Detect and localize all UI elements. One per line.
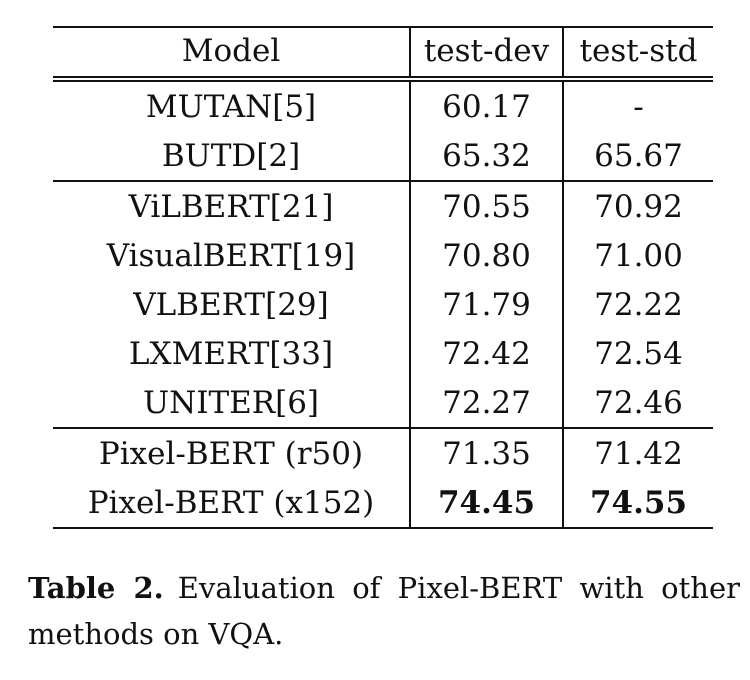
cell-test-dev: 70.80: [409, 231, 563, 280]
table-row: VisualBERT[19] 70.80 71.00: [53, 231, 713, 280]
caption-label: Table 2.: [28, 571, 164, 605]
cell-model: VisualBERT[19]: [106, 237, 356, 274]
table-caption: Table 2. Evaluation of Pixel-BERT with ot…: [28, 565, 740, 657]
cell-test-dev: 65.32: [409, 131, 563, 182]
cell-test-std: 72.46: [562, 378, 713, 429]
cell-model: UNITER[6]: [53, 378, 410, 429]
caption-text: Evaluation of Pixel-BERT with other meth…: [28, 571, 740, 651]
table-row: MUTAN[5] 60.17 -: [53, 79, 713, 131]
table-header-row: Model test-dev test-std: [53, 26, 713, 82]
cell-model: MUTAN[5]: [145, 88, 317, 125]
cell-test-dev: 72.27: [409, 378, 563, 429]
table-row: LXMERT[33] 72.42 72.54: [53, 329, 713, 378]
cell-test-std-best: 74.55: [562, 478, 713, 529]
table-row: VLBERT[29] 71.79 72.22: [53, 280, 713, 329]
table-row: UNITER[6] 72.27 72.46: [53, 378, 713, 429]
cell-test-dev: 71.35: [409, 428, 563, 478]
cell-test-std: 72.54: [562, 329, 713, 378]
table-row: Pixel-BERT (x152) 74.45 74.55: [53, 478, 713, 529]
header-test-dev: test-dev: [409, 26, 563, 82]
cell-test-dev: 71.79: [409, 280, 563, 329]
cell-test-dev: 72.42: [409, 329, 563, 378]
cell-test-std: -: [562, 79, 713, 131]
cell-test-std: 71.00: [562, 231, 713, 280]
header-test-std: test-std: [562, 26, 713, 82]
cell-model: VLBERT[29]: [133, 286, 329, 323]
cell-test-std: 71.42: [562, 428, 713, 478]
cell-test-std: 72.22: [562, 280, 713, 329]
header-model: Model: [53, 26, 410, 82]
cell-test-dev-best: 74.45: [409, 478, 563, 529]
cell-test-std: 65.67: [562, 131, 713, 182]
cell-model: Pixel-BERT (r50): [98, 435, 364, 472]
cell-test-std: 70.92: [562, 181, 713, 231]
cell-model: LXMERT[33]: [128, 335, 334, 372]
cell-model: Pixel-BERT (x152): [53, 478, 410, 529]
table-row: BUTD[2] 65.32 65.67: [53, 131, 713, 182]
cell-test-dev: 70.55: [409, 181, 563, 231]
table-row: Pixel-BERT (r50) 71.35 71.42: [53, 428, 713, 478]
cell-model: BUTD[2]: [53, 131, 410, 182]
vqa-results-table: Model test-dev test-std MUTAN[5] 60.17 -…: [53, 26, 713, 529]
cell-model: ViLBERT[21]: [128, 188, 334, 225]
table-row: ViLBERT[21] 70.55 70.92: [53, 181, 713, 231]
cell-test-dev: 60.17: [409, 79, 563, 131]
results-table-container: Model test-dev test-std MUTAN[5] 60.17 -…: [53, 26, 713, 529]
